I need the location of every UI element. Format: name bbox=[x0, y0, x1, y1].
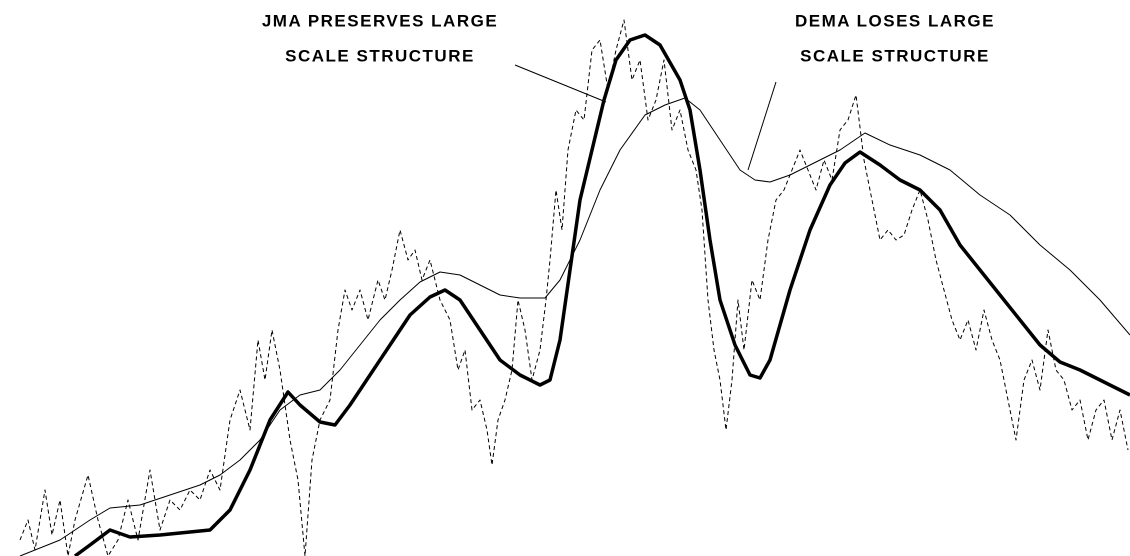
annotation-pointer bbox=[747, 81, 777, 171]
data-line bbox=[73, 33, 1130, 556]
annotation-text: SCALE STRUCTURE bbox=[800, 46, 990, 65]
annotation-text: SCALE STRUCTURE bbox=[285, 46, 475, 65]
annotation-text: DEMA LOSES LARGE bbox=[795, 11, 995, 30]
annotation-pointer bbox=[514, 64, 607, 103]
data-line bbox=[19, 19, 1129, 556]
data-line bbox=[19, 97, 1130, 556]
annotation-text: JMA PRESERVES LARGE bbox=[262, 11, 498, 30]
